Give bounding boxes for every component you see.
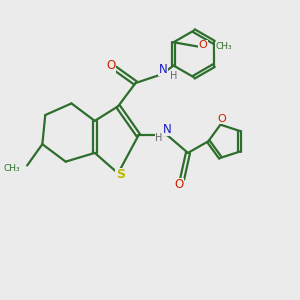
Text: CH₃: CH₃ [3, 164, 20, 173]
Text: O: O [106, 59, 116, 72]
Text: O: O [218, 114, 226, 124]
Text: N: N [163, 122, 172, 136]
Text: S: S [116, 168, 125, 181]
Text: O: O [198, 40, 207, 50]
Text: N: N [159, 62, 168, 76]
Text: O: O [175, 178, 184, 191]
Text: H: H [155, 134, 163, 143]
Text: H: H [170, 71, 178, 81]
Text: CH₃: CH₃ [216, 42, 232, 51]
